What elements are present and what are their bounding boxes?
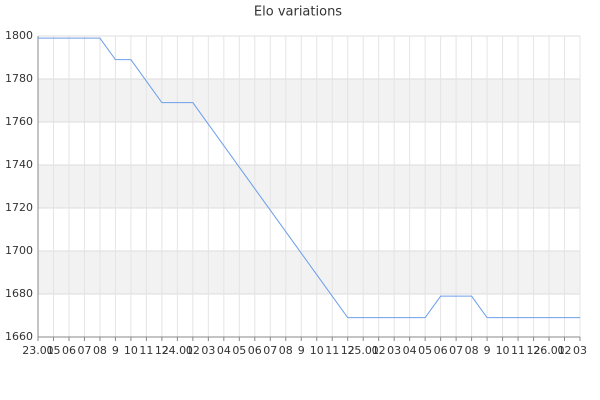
plot-bands	[38, 79, 580, 294]
x-tick-label: 02	[372, 344, 386, 357]
x-tick-label: 05	[46, 344, 60, 357]
x-tick-label: 12	[155, 344, 169, 357]
x-tick-label: 9	[484, 344, 491, 357]
x-tick-label: 06	[248, 344, 262, 357]
x-tick-label: 9	[298, 344, 305, 357]
y-tick-label: 1780	[5, 72, 33, 85]
x-tick-label: 05	[418, 344, 432, 357]
x-tick-label: 02	[186, 344, 200, 357]
x-tick-label: 10	[496, 344, 510, 357]
x-tick-label: 10	[124, 344, 138, 357]
x-tick-label: 23.01	[22, 344, 54, 357]
x-tick-label: 05	[232, 344, 246, 357]
x-tick-label: 07	[77, 344, 91, 357]
x-tick-label: 24.01	[162, 344, 194, 357]
grid	[37, 35, 581, 338]
y-tick-label: 1720	[5, 201, 33, 214]
x-tick-label: 03	[387, 344, 401, 357]
x-tick-label: 04	[403, 344, 417, 357]
x-tick-label: 04	[217, 344, 231, 357]
y-tick-label: 1700	[5, 244, 33, 257]
x-tick-label: 12	[341, 344, 355, 357]
x-tick-label: 10	[310, 344, 324, 357]
x-tick-label: 11	[325, 344, 339, 357]
data-line	[38, 37, 580, 319]
x-tick-label: 9	[112, 344, 119, 357]
y-tick-label: 1660	[5, 330, 33, 343]
plot-band	[38, 251, 580, 294]
x-tick-label: 03	[201, 344, 215, 357]
x-tick-label: 03	[573, 344, 587, 357]
x-tick-label: 06	[434, 344, 448, 357]
y-tick-label: 1740	[5, 158, 33, 171]
x-tick-label: 25.01	[347, 344, 379, 357]
chart-title: Elo variations	[254, 5, 342, 20]
x-tick-label: 02	[558, 344, 572, 357]
y-tick-label: 1680	[5, 287, 33, 300]
y-tick-label: 1800	[5, 29, 33, 42]
y-tick-label: 1760	[5, 115, 33, 128]
x-tick-label: 12	[527, 344, 541, 357]
x-tick-label: 07	[449, 344, 463, 357]
x-tick-label: 26.01	[533, 344, 565, 357]
x-tick-label: 08	[93, 344, 107, 357]
x-tick-label: 07	[263, 344, 277, 357]
x-tick-label: 06	[62, 344, 76, 357]
x-tick-label: 08	[279, 344, 293, 357]
x-tick-label: 11	[511, 344, 525, 357]
x-tick-label: 11	[139, 344, 153, 357]
plot-band	[38, 165, 580, 208]
x-tick-label: 08	[465, 344, 479, 357]
plot-band	[38, 79, 580, 122]
